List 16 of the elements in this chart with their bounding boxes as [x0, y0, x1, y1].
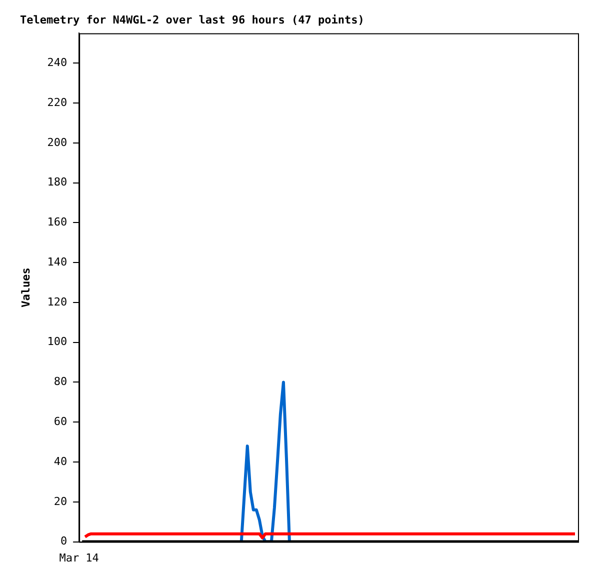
y-tick-label: 240 [47, 56, 68, 69]
y-axis-title: Values [19, 268, 32, 308]
x-tick-label: Mar 14 [59, 551, 100, 564]
chart-title: Telemetry for N4WGL-2 over last 96 hours (47 points) [20, 13, 364, 26]
y-tick-label: 200 [47, 136, 68, 149]
y-tick-label: 20 [54, 494, 68, 508]
y-tick-label: 160 [47, 216, 68, 229]
y-tick-label: 60 [54, 414, 68, 428]
y-tick-label: 100 [47, 335, 68, 348]
y-tick-label: 180 [47, 176, 68, 189]
y-tick-label: 120 [47, 295, 68, 308]
y-tick-label: 40 [54, 454, 68, 468]
y-tick-label: 140 [47, 255, 68, 268]
y-tick-label: 220 [47, 96, 68, 109]
y-tick-label: 80 [54, 375, 68, 388]
y-tick-label: 0 [60, 534, 68, 548]
